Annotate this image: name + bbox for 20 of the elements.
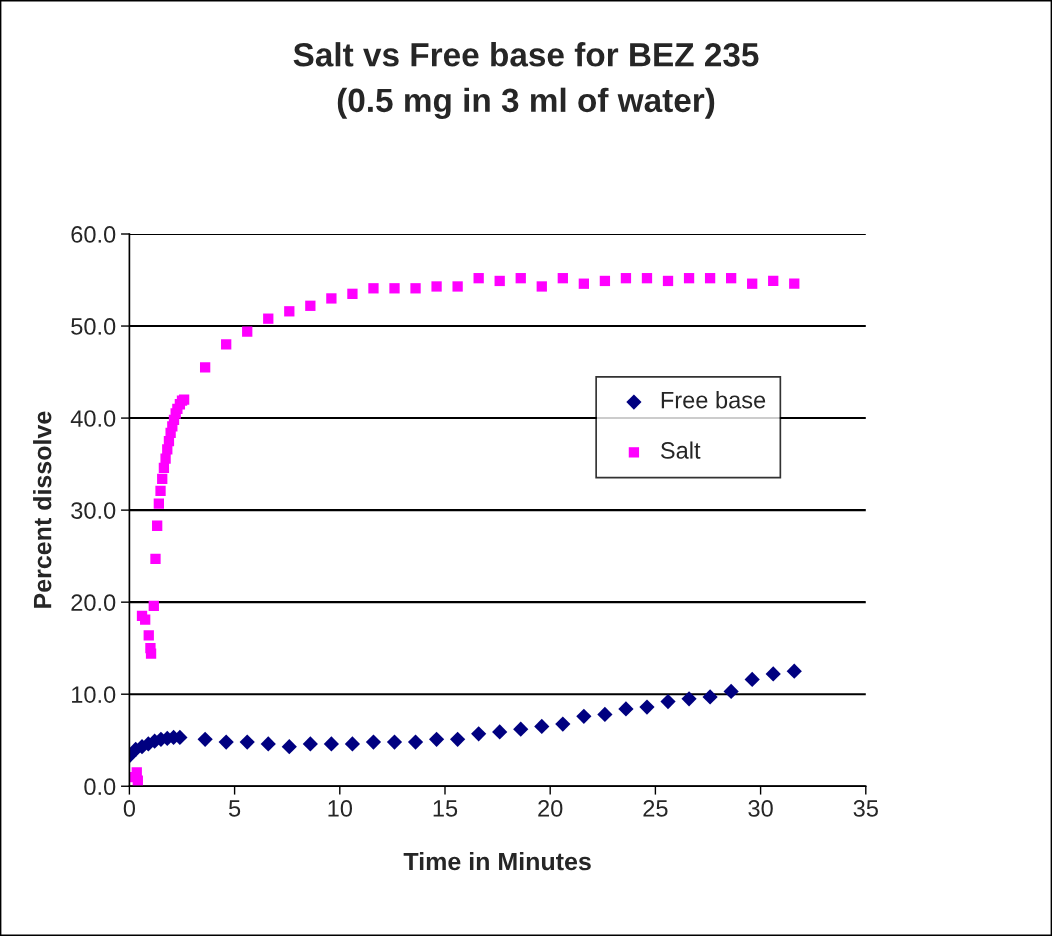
legend-label: Salt bbox=[660, 441, 701, 459]
x-tick-label: 30 bbox=[748, 800, 773, 817]
x-tick-label: 5 bbox=[228, 800, 241, 817]
x-tick-label: 25 bbox=[643, 800, 668, 817]
y-tick-label: 40.0 bbox=[70, 410, 116, 427]
chart-title: Salt vs Free base for BEZ 235 (0.5 mg in 3 ml of water) bbox=[293, 42, 759, 119]
legend-label: Free base bbox=[661, 391, 766, 409]
y-tick-label: 10.0 bbox=[72, 686, 116, 703]
x-tick-label: 15 bbox=[433, 800, 458, 817]
x-tick-label: 10 bbox=[328, 800, 353, 817]
y-tick-label: 50.0 bbox=[71, 318, 116, 335]
y-tick-label: 60.0 bbox=[71, 226, 116, 243]
y-tick-label: 20.0 bbox=[71, 594, 116, 611]
x-axis-title: Time in Minutes bbox=[403, 852, 591, 871]
x-tick-label: 0 bbox=[123, 800, 136, 817]
y-tick-label: 30.0 bbox=[71, 502, 116, 519]
y-tick-label: 0.0 bbox=[84, 778, 116, 796]
x-tick-label: 20 bbox=[538, 800, 563, 817]
x-tick-label: 35 bbox=[853, 800, 878, 817]
y-axis-title: Percent dissolve bbox=[33, 411, 52, 608]
